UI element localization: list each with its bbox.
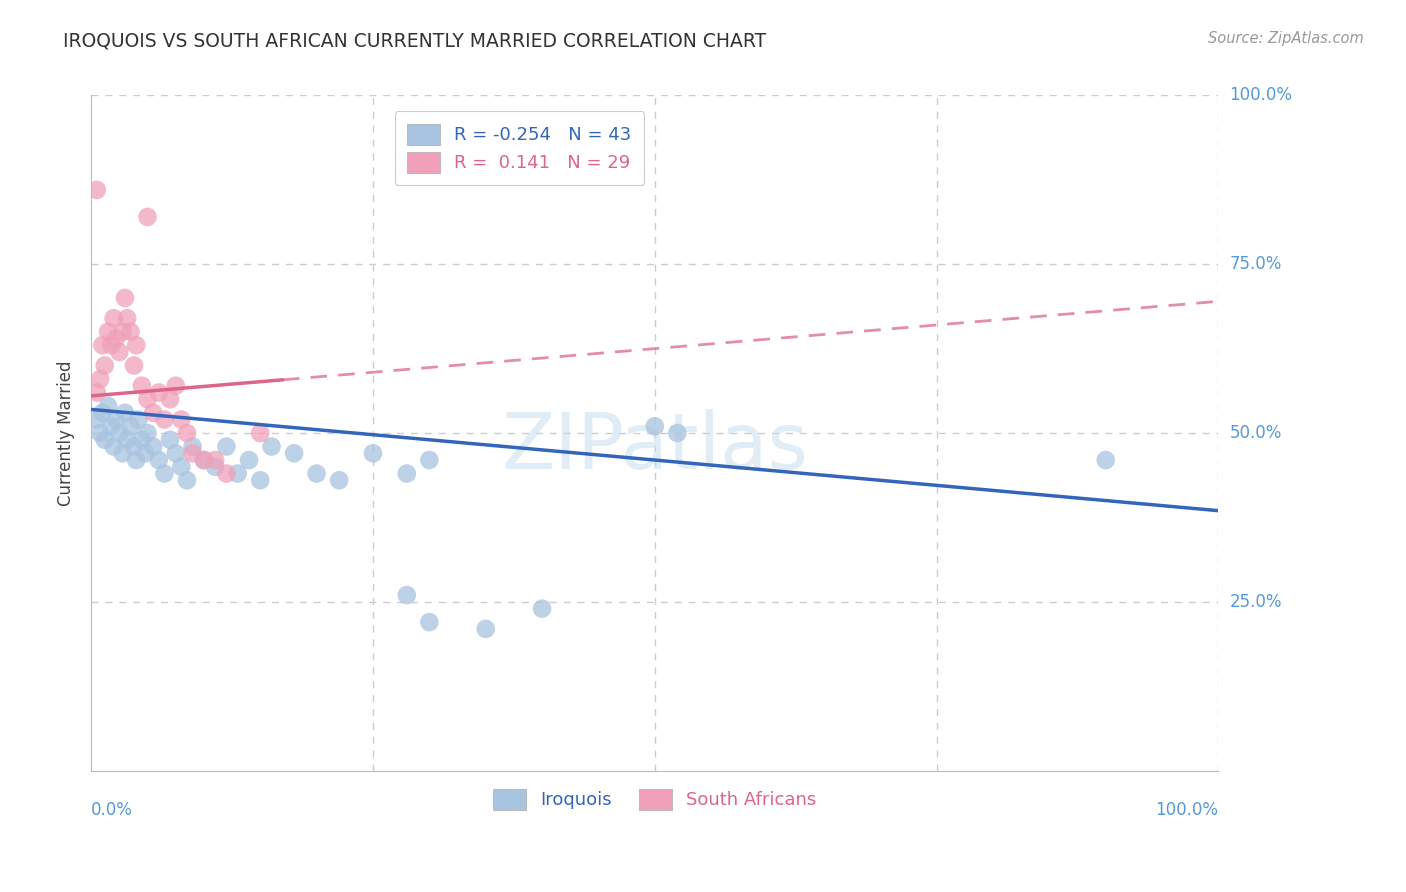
Point <box>165 378 187 392</box>
Point <box>125 453 148 467</box>
Point <box>249 425 271 440</box>
Point <box>136 392 159 407</box>
Text: 75.0%: 75.0% <box>1230 255 1282 273</box>
Point <box>89 372 111 386</box>
Point <box>142 440 165 454</box>
Point <box>193 453 215 467</box>
Point <box>148 453 170 467</box>
Point <box>531 601 554 615</box>
Point <box>153 412 176 426</box>
Point <box>128 412 150 426</box>
Point <box>93 359 115 373</box>
Text: Source: ZipAtlas.com: Source: ZipAtlas.com <box>1208 31 1364 46</box>
Point <box>204 453 226 467</box>
Point <box>395 588 418 602</box>
Point <box>104 331 127 345</box>
Point <box>114 291 136 305</box>
Point <box>181 446 204 460</box>
Point <box>159 392 181 407</box>
Point <box>91 406 114 420</box>
Text: 50.0%: 50.0% <box>1230 424 1282 442</box>
Point <box>474 622 496 636</box>
Point <box>159 433 181 447</box>
Text: 25.0%: 25.0% <box>1230 593 1282 611</box>
Point <box>644 419 666 434</box>
Point <box>89 425 111 440</box>
Point <box>193 453 215 467</box>
Point <box>125 338 148 352</box>
Point <box>86 385 108 400</box>
Point <box>148 385 170 400</box>
Point <box>100 338 122 352</box>
Point <box>215 467 238 481</box>
Point <box>108 345 131 359</box>
Point <box>418 453 440 467</box>
Point <box>111 446 134 460</box>
Point <box>115 433 138 447</box>
Point <box>418 615 440 629</box>
Point <box>100 419 122 434</box>
Point <box>103 440 125 454</box>
Point <box>361 446 384 460</box>
Text: ZIPatlas: ZIPatlas <box>502 409 808 484</box>
Point <box>176 473 198 487</box>
Point <box>86 412 108 426</box>
Point <box>204 459 226 474</box>
Point <box>328 473 350 487</box>
Point <box>238 453 260 467</box>
Point <box>305 467 328 481</box>
Point <box>114 406 136 420</box>
Point <box>97 325 120 339</box>
Point <box>111 325 134 339</box>
Point <box>122 440 145 454</box>
Point <box>108 425 131 440</box>
Point <box>395 467 418 481</box>
Point <box>142 406 165 420</box>
Point <box>134 446 156 460</box>
Y-axis label: Currently Married: Currently Married <box>58 360 75 506</box>
Text: 0.0%: 0.0% <box>91 801 134 819</box>
Point <box>153 467 176 481</box>
Point <box>136 210 159 224</box>
Point <box>170 412 193 426</box>
Text: 100.0%: 100.0% <box>1230 87 1292 104</box>
Point <box>103 311 125 326</box>
Point <box>260 440 283 454</box>
Point <box>283 446 305 460</box>
Point <box>115 311 138 326</box>
Point <box>181 440 204 454</box>
Point <box>93 433 115 447</box>
Point <box>120 325 142 339</box>
Point <box>165 446 187 460</box>
Point <box>97 399 120 413</box>
Point <box>120 419 142 434</box>
Point <box>249 473 271 487</box>
Point <box>136 425 159 440</box>
Point <box>86 183 108 197</box>
Point <box>131 378 153 392</box>
Text: 100.0%: 100.0% <box>1156 801 1219 819</box>
Point <box>176 425 198 440</box>
Legend: Iroquois, South Africans: Iroquois, South Africans <box>481 776 830 822</box>
Text: IROQUOIS VS SOUTH AFRICAN CURRENTLY MARRIED CORRELATION CHART: IROQUOIS VS SOUTH AFRICAN CURRENTLY MARR… <box>63 31 766 50</box>
Point <box>91 338 114 352</box>
Point <box>1094 453 1116 467</box>
Point <box>104 412 127 426</box>
Point <box>170 459 193 474</box>
Point <box>131 433 153 447</box>
Point <box>122 359 145 373</box>
Point <box>666 425 689 440</box>
Point <box>215 440 238 454</box>
Point <box>226 467 249 481</box>
